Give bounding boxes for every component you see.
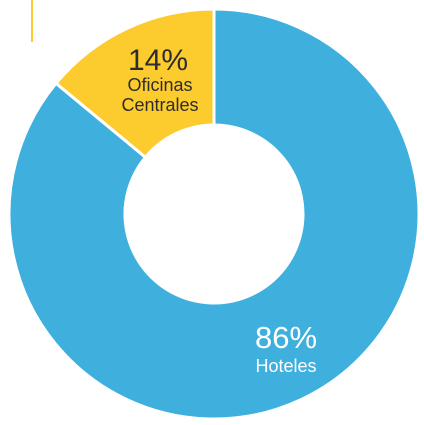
- slice-value-oficinas-centrales: 14%: [128, 44, 188, 77]
- accent-bar: [31, 0, 33, 42]
- slice-value-hoteles: 86%: [255, 320, 317, 355]
- slice-oficinas-centrales: [54, 7, 216, 159]
- slice-hoteles: [7, 7, 421, 421]
- slice-label-oficinas-line-1: Oficinas: [127, 75, 192, 95]
- slice-label-oficinas-line-2: Centrales: [121, 95, 198, 115]
- slice-label-hoteles: Hoteles: [255, 356, 316, 376]
